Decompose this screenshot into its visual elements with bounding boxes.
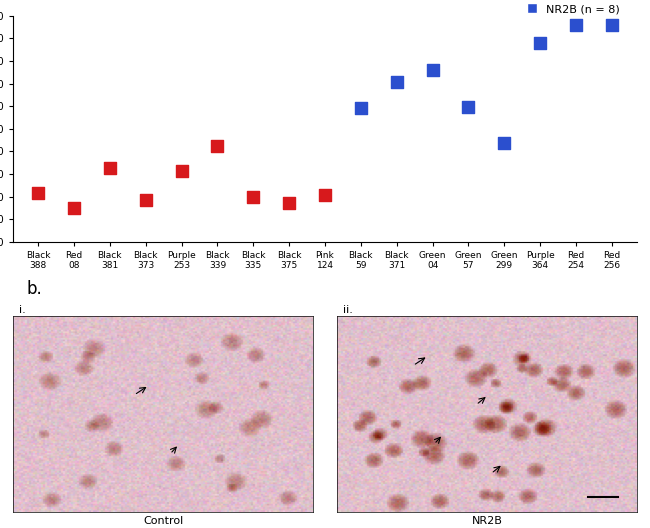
Point xyxy=(140,196,151,204)
Point xyxy=(356,104,366,112)
Point xyxy=(391,78,402,87)
Point xyxy=(248,192,259,201)
Point xyxy=(499,139,510,148)
Point xyxy=(320,191,330,200)
Legend: Control (n = 9), NR2B (n = 8): Control (n = 9), NR2B (n = 8) xyxy=(518,0,631,16)
Text: b.: b. xyxy=(26,280,42,298)
Point xyxy=(463,103,474,111)
Text: Control: Control xyxy=(143,516,183,526)
Point xyxy=(571,21,581,29)
Point xyxy=(69,204,79,212)
Text: ii.: ii. xyxy=(343,305,353,315)
Point xyxy=(606,21,617,29)
Point xyxy=(212,142,222,150)
Point xyxy=(428,66,438,74)
Point xyxy=(176,166,187,175)
Text: NR2B: NR2B xyxy=(471,516,502,526)
Text: i.: i. xyxy=(19,305,26,315)
Point xyxy=(535,39,545,47)
Point xyxy=(33,189,44,197)
Point xyxy=(284,199,294,208)
Point xyxy=(105,164,115,173)
